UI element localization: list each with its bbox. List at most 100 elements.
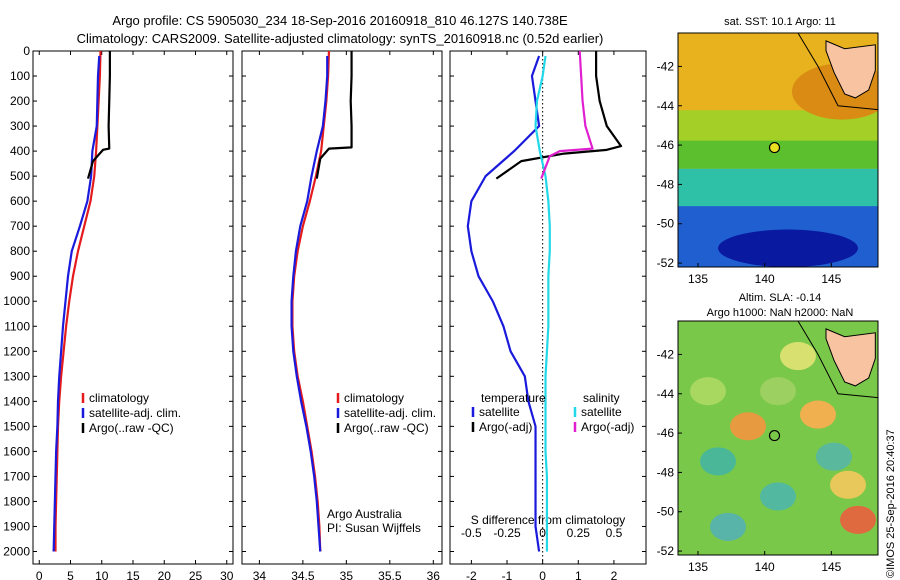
y-tick-label: 600 xyxy=(10,194,30,208)
x-tick-label: 35 xyxy=(340,569,354,580)
legend-label: satellite xyxy=(479,405,520,419)
sla-eddy xyxy=(700,447,736,476)
argo-position-marker xyxy=(768,141,781,154)
series-line xyxy=(52,55,101,552)
plot-frame xyxy=(241,50,443,565)
shelf-contour xyxy=(797,321,878,399)
y-tick-label: 2000 xyxy=(3,544,30,558)
sla-eddy xyxy=(690,377,726,406)
series-line xyxy=(495,51,623,180)
x2-tick-label: 0.5 xyxy=(606,526,623,540)
x-tick-label: 2 xyxy=(611,569,618,580)
x-tick-label: 0 xyxy=(36,569,43,580)
map-subtitle: Argo h1000: NaN h2000: NaN xyxy=(707,307,854,319)
y-tick-label: -44 xyxy=(657,99,675,113)
shelf-contour xyxy=(797,33,878,111)
y-tick-label: 500 xyxy=(10,169,30,183)
series-line xyxy=(534,55,551,552)
y-tick-label: -48 xyxy=(657,177,675,191)
map-field xyxy=(678,33,878,267)
y-tick-label: -46 xyxy=(657,426,675,440)
legend-label: Argo(-adj) xyxy=(581,420,634,434)
y-tick-label: 1600 xyxy=(3,444,30,458)
x2-tick-label: 0 xyxy=(539,526,546,540)
x-tick-label: 34.5 xyxy=(291,569,315,580)
legend-label: Argo(..raw -QC) xyxy=(344,421,429,435)
y-tick-label: 1400 xyxy=(3,394,30,408)
y-tick-label: 400 xyxy=(10,144,30,158)
plot-frame xyxy=(32,50,234,565)
y-tick-label: -42 xyxy=(657,59,675,73)
x-tick-label: 15 xyxy=(126,569,140,580)
map-title: Altim. SLA: -0.14 xyxy=(739,292,822,304)
argo-position-marker xyxy=(768,429,781,442)
y-tick-label: 700 xyxy=(10,219,30,233)
y-tick-label: 300 xyxy=(10,119,30,133)
series-line xyxy=(290,56,329,552)
y-tick-label: 1800 xyxy=(3,494,30,508)
x-tick-label: 145 xyxy=(821,272,841,286)
x-tick-label: 1 xyxy=(575,569,582,580)
map-frame xyxy=(677,32,879,268)
legend-label: satellite-adj. clim. xyxy=(344,406,436,420)
sla-eddy xyxy=(730,412,766,441)
x-tick-label: -1 xyxy=(502,569,513,580)
legend-label: climatology xyxy=(344,391,404,405)
y-tick-label: 1000 xyxy=(3,294,30,308)
y-tick-label: -52 xyxy=(657,544,675,558)
x-tick-label: 140 xyxy=(755,272,775,286)
series-line xyxy=(540,50,594,180)
tasmania-land xyxy=(825,40,876,99)
y-tick-label: -52 xyxy=(657,256,675,270)
series-line xyxy=(54,50,102,552)
y-tick-label: 1200 xyxy=(3,344,30,358)
x-tick-label: 34 xyxy=(253,569,267,580)
sla-eddy xyxy=(710,512,746,541)
x2-tick-label: -0.25 xyxy=(493,526,521,540)
x-tick-label: 5 xyxy=(67,569,74,580)
sst-coldest-patch xyxy=(718,229,858,267)
sla-eddy xyxy=(840,505,876,534)
x-tick-label: 140 xyxy=(755,560,775,574)
y-tick-label: 1300 xyxy=(3,369,30,383)
sla-eddy xyxy=(830,470,866,499)
series-line xyxy=(86,51,111,179)
legend-label: Argo(-adj) xyxy=(479,420,532,434)
x-tick-label: 10 xyxy=(95,569,109,580)
legend-label: satellite-adj. clim. xyxy=(89,406,181,420)
x-tick-label: -2 xyxy=(466,569,477,580)
tasmania-land xyxy=(825,328,876,387)
y-tick-label: 200 xyxy=(10,94,30,108)
x-tick-label: 135 xyxy=(688,560,708,574)
x-tick-label: 36 xyxy=(427,569,441,580)
map-field xyxy=(678,321,878,555)
sla-eddy xyxy=(816,442,852,471)
sla-eddy xyxy=(760,482,796,511)
x-tick-label: 30 xyxy=(220,569,234,580)
x-tick-label: 35.5 xyxy=(378,569,402,580)
map-frame xyxy=(677,320,879,556)
map-title: sat. SST: 10.1 Argo: 11 xyxy=(724,16,836,28)
y-tick-label: 1500 xyxy=(3,419,30,433)
profile-title: Argo profile: CS 5905030_234 18-Sep-2016… xyxy=(112,13,568,28)
x2-tick-label: 0.25 xyxy=(567,526,591,540)
legend-label: Argo(..raw -QC) xyxy=(89,421,174,435)
legend-label: satellite xyxy=(581,405,622,419)
x-tick-label: 25 xyxy=(189,569,203,580)
x2-tick-label: -0.5 xyxy=(461,526,482,540)
difference-panel: -2-1012T difference from climatology-0.5… xyxy=(449,50,647,580)
y-tick-label: -50 xyxy=(657,217,675,231)
salinity-panel: 3434.53535.536salinityclimatologysatelli… xyxy=(241,50,443,580)
legend-label: climatology xyxy=(89,391,149,405)
climatology-subtitle: Climatology: CARS2009. Satellite-adjuste… xyxy=(76,31,604,46)
y-tick-label: -46 xyxy=(657,138,675,152)
series-line xyxy=(315,51,353,179)
sst-map-panel: sat. SST: 10.1 Argo: 11 135 140 145 -42 -44 -4… xyxy=(657,16,879,286)
annotation-line: Argo Australia xyxy=(327,507,402,521)
y-tick-label: 1700 xyxy=(3,469,30,483)
sla-eddy xyxy=(780,342,816,371)
y-tick-label: 0 xyxy=(23,44,30,58)
x-tick-label: 0 xyxy=(539,569,546,580)
series-line xyxy=(466,55,541,552)
